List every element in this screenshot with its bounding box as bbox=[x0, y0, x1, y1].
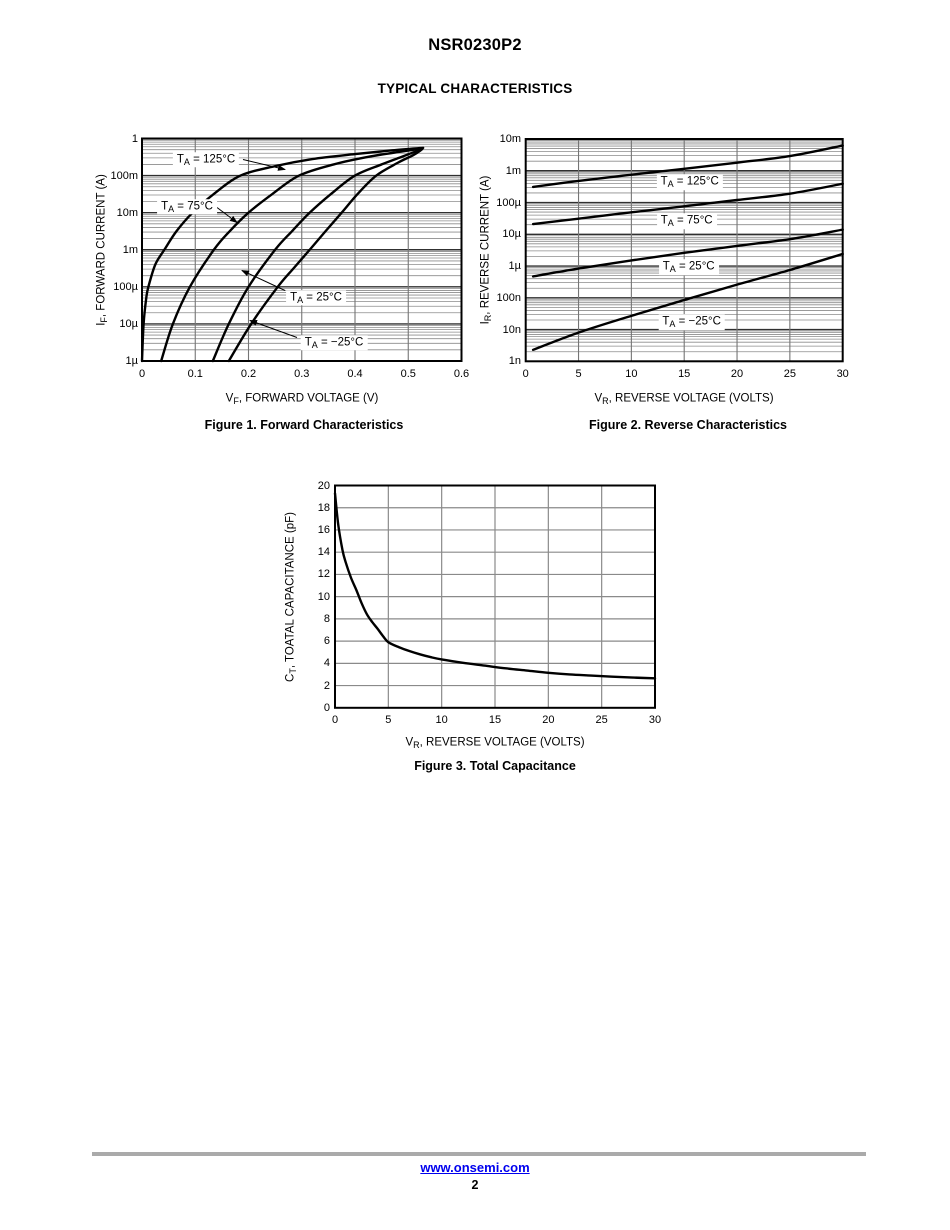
annotation-arrow bbox=[216, 207, 238, 224]
curve-label: TA = 75°C bbox=[157, 198, 217, 215]
curve-label: TA = 125°C bbox=[172, 151, 240, 168]
annotation-arrow bbox=[249, 320, 298, 338]
y-tick-label: 10µ bbox=[502, 228, 521, 241]
curve-label: TA = 25°C bbox=[658, 259, 719, 275]
curve-TA = −25°C bbox=[531, 252, 844, 352]
curve-label: TA = 75°C bbox=[656, 213, 717, 229]
annotation-arrow bbox=[242, 159, 286, 171]
y-tick-label: 1n bbox=[508, 355, 521, 368]
y-axis-title: IF, FORWARD CURRENT (A) bbox=[95, 174, 109, 326]
y-tick-label: 14 bbox=[317, 546, 330, 559]
y-tick-label: 1µ bbox=[125, 355, 138, 367]
x-tick-label: 0.4 bbox=[347, 368, 363, 380]
footer-link[interactable]: www.onsemi.com bbox=[420, 1160, 530, 1175]
x-tick-label: 10 bbox=[625, 368, 638, 380]
curve-TA = −25°C bbox=[227, 148, 423, 363]
curve-label: TA = −25°C bbox=[300, 334, 368, 351]
plot-border bbox=[141, 137, 463, 362]
y-tick-label: 4 bbox=[323, 657, 330, 670]
y-tick-label: 2 bbox=[323, 679, 330, 692]
y-axis-title: IR, REVERSE CURRENT (A) bbox=[479, 175, 493, 325]
x-tick-label: 0.2 bbox=[240, 368, 257, 380]
x-tick-label: 15 bbox=[678, 368, 691, 380]
x-tick-label: 30 bbox=[648, 714, 662, 726]
x-axis-title: VF, FORWARD VOLTAGE (V) bbox=[225, 392, 379, 406]
x-tick-label: 5 bbox=[385, 714, 392, 726]
curve-TA = 25°C bbox=[211, 147, 424, 363]
x-tick-label: 20 bbox=[730, 368, 744, 380]
x-tick-label: 0.5 bbox=[400, 368, 416, 380]
y-tick-label: 20 bbox=[317, 479, 330, 492]
figure2-caption: Figure 2. Reverse Characteristics bbox=[588, 418, 788, 432]
curve-label: TA = −25°C bbox=[658, 314, 725, 330]
x-tick-label: 0 bbox=[522, 368, 529, 380]
x-tick-label: 20 bbox=[542, 714, 555, 726]
y-tick-label: 10µ bbox=[119, 317, 138, 330]
x-tick-label: 0.1 bbox=[187, 368, 203, 380]
page-subtitle: TYPICAL CHARACTERISTICS bbox=[377, 81, 573, 96]
footer-page-number: 2 bbox=[471, 1178, 479, 1192]
x-tick-label: 5 bbox=[575, 368, 582, 380]
y-tick-label: 10 bbox=[317, 590, 330, 603]
curve-label: TA = 125°C bbox=[656, 174, 723, 190]
curve-TA = 75°C bbox=[159, 147, 424, 363]
x-tick-label: 15 bbox=[488, 714, 502, 726]
y-tick-label: 100µ bbox=[113, 280, 138, 293]
y-tick-label: 8 bbox=[323, 612, 330, 625]
curve-TA = 75°C bbox=[531, 182, 844, 226]
y-tick-label: 18 bbox=[317, 501, 330, 514]
y-tick-label: 12 bbox=[317, 568, 330, 581]
y-tick-label: 1 bbox=[131, 132, 138, 145]
y-tick-label: 16 bbox=[317, 523, 330, 536]
plot-border bbox=[524, 138, 844, 363]
annotation-arrow bbox=[241, 270, 286, 291]
plot-border bbox=[334, 484, 656, 709]
x-tick-label: 0 bbox=[138, 368, 146, 380]
curve-label: TA = 25°C bbox=[286, 289, 346, 306]
x-tick-label: 25 bbox=[595, 714, 608, 726]
y-tick-label: 100n bbox=[496, 291, 521, 304]
figure3-caption: Figure 3. Total Capacitance bbox=[414, 759, 576, 773]
y-axis-title: CT, TOATAL CAPACITANCE (pF) bbox=[284, 512, 298, 682]
x-axis-title: VR, REVERSE VOLTAGE (VOLTS) bbox=[594, 392, 774, 406]
x-tick-label: 25 bbox=[783, 368, 796, 380]
y-tick-label: 6 bbox=[323, 635, 330, 648]
y-tick-label: 100m bbox=[110, 169, 138, 182]
x-axis-title: VR, REVERSE VOLTAGE (VOLTS) bbox=[405, 736, 585, 750]
y-tick-label: 100µ bbox=[496, 196, 521, 209]
figure1-caption: Figure 1. Forward Characteristics bbox=[204, 418, 404, 432]
y-tick-label: 10n bbox=[502, 323, 521, 336]
x-tick-label: 0.3 bbox=[294, 368, 310, 380]
curve-TA = 25°C bbox=[531, 228, 844, 278]
y-tick-label: 1µ bbox=[508, 260, 521, 273]
x-tick-label: 30 bbox=[836, 368, 849, 380]
y-tick-label: 0 bbox=[323, 701, 330, 714]
footer-divider bbox=[92, 1152, 866, 1156]
x-tick-label: 0 bbox=[331, 714, 339, 726]
y-tick-label: 10m bbox=[499, 133, 521, 145]
curve-TA = 125°C bbox=[531, 144, 844, 189]
y-tick-label: 1m bbox=[505, 164, 521, 177]
y-tick-label: 1m bbox=[122, 243, 138, 256]
page-title: NSR0230P2 bbox=[428, 36, 522, 54]
x-tick-label: 10 bbox=[435, 714, 448, 726]
y-tick-label: 10m bbox=[116, 206, 138, 219]
curve-CT bbox=[333, 492, 657, 680]
curve-TA = 125°C bbox=[140, 146, 425, 363]
x-tick-label: 0.6 bbox=[453, 368, 470, 380]
